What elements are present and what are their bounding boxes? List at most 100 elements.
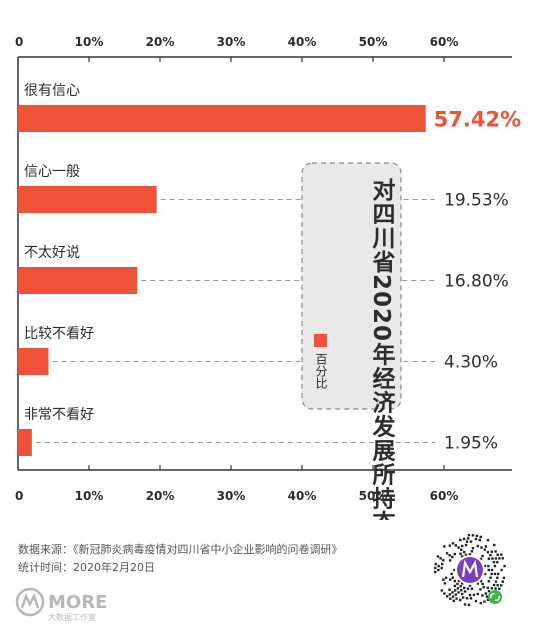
qr-dot: [501, 557, 504, 560]
qr-dot: [453, 579, 456, 583]
x-tick-label-bottom: 30%: [217, 489, 246, 503]
qr-dot: [481, 594, 484, 597]
x-tick-label-top: 10%: [75, 35, 104, 49]
qr-dot: [490, 568, 494, 572]
stat-time: 统计时间：2020年2月20日: [18, 561, 155, 574]
qr-dot: [482, 586, 485, 589]
qr-dot: [467, 534, 471, 537]
data-source: 数据来源：《新冠肺炎病毒疫情对四川省中小企业影响的问卷调研》: [18, 543, 343, 556]
qr-dot: [479, 535, 482, 539]
qr-dot: [483, 600, 486, 603]
qr-dot: [449, 597, 452, 600]
qr-dot: [453, 589, 457, 592]
qr-dot: [454, 593, 457, 596]
qr-dot: [476, 582, 479, 585]
qr-dot: [471, 546, 475, 550]
qr-dot: [496, 553, 499, 556]
qr-dot: [443, 545, 446, 548]
qr-dot: [486, 598, 490, 602]
x-tick-label-top: 30%: [217, 35, 246, 49]
qr-dot: [502, 576, 506, 580]
qr-dot: [489, 576, 492, 579]
qr-dot: [484, 592, 488, 595]
qr-dot: [494, 580, 498, 583]
qr-dot: [439, 557, 442, 560]
qr-dot: [465, 540, 469, 543]
qr-dot: [491, 557, 494, 560]
qr-dot: [496, 572, 500, 576]
qr-dot: [470, 587, 474, 590]
qr-dot: [448, 553, 451, 557]
qr-dot: [487, 568, 490, 572]
qr-dot: [451, 555, 454, 559]
qr-dot: [478, 538, 481, 542]
qr-dot: [486, 550, 490, 554]
qr-dot: [501, 580, 504, 583]
qr-dot: [475, 534, 479, 538]
qr-dot: [436, 555, 440, 558]
bar: [18, 429, 32, 456]
qr-dot: [485, 595, 489, 598]
x-tick-label-bottom: 40%: [288, 489, 317, 503]
qr-dot: [480, 546, 483, 549]
qr-dot: [434, 566, 437, 570]
qr-dot: [492, 583, 496, 587]
x-tick-label-top: 60%: [430, 35, 459, 49]
qr-dot: [490, 572, 493, 576]
qr-dot: [498, 557, 501, 560]
qr-dot: [448, 544, 452, 547]
qr-dot: [498, 587, 501, 591]
qr-dot: [467, 603, 471, 606]
bottom-axis-ticks: 0 10% 20% 30% 40% 50% 60%: [15, 465, 458, 503]
qr-dot: [487, 557, 491, 560]
qr-dot: [487, 564, 490, 568]
value-label: 16.80%: [444, 272, 509, 292]
qr-dot: [448, 588, 451, 591]
qr-dot: [453, 552, 456, 556]
qr-dot: [493, 564, 497, 568]
x-tick-label-top: 50%: [359, 35, 388, 49]
qr-code-icon: [432, 532, 508, 608]
qr-dot: [494, 557, 498, 560]
qr-dot: [460, 548, 463, 551]
x-tick-label-bottom: 0: [15, 489, 23, 503]
x-tick-label-bottom: 20%: [146, 489, 175, 503]
qr-dot: [466, 537, 470, 540]
qr-dot: [466, 587, 470, 590]
qr-dot: [448, 593, 452, 596]
qr-dot: [461, 544, 464, 548]
qr-dot: [451, 591, 454, 594]
qr-dot: [476, 544, 479, 548]
qr-dot: [487, 589, 491, 593]
qr-dot: [451, 595, 455, 598]
qr-dot: [503, 564, 506, 568]
qr-dot: [450, 572, 453, 576]
qr-dot: [469, 597, 473, 600]
x-tick-label-top: 40%: [288, 35, 317, 49]
category-label: 非常不看好: [24, 407, 94, 423]
qr-dot: [463, 590, 467, 593]
qr-dot: [465, 597, 469, 600]
qr-dot: [479, 557, 483, 561]
qr-dot: [493, 572, 497, 576]
qr-dot: [448, 559, 452, 562]
qr-dot: [457, 546, 460, 549]
value-label: 1.95%: [444, 434, 498, 454]
qr-dot: [492, 561, 496, 564]
qr-dot: [483, 572, 487, 576]
qr-dot: [460, 589, 463, 592]
qr-dot: [479, 579, 483, 583]
chart-title: 对四川省2020年经济发展所持态度: [368, 178, 397, 520]
qr-dot: [481, 582, 484, 586]
title-box: 对四川省2020年经济发展所持态度 百分比: [301, 162, 402, 520]
x-tick-label-top: 20%: [146, 35, 175, 49]
qr-dot: [461, 582, 464, 585]
qr-dot: [479, 601, 482, 605]
top-axis-ticks: 0 10% 20% 30% 40% 50% 60%: [15, 35, 458, 62]
qr-dot: [469, 540, 473, 543]
bars-group: 很有信心 57.42% 信心一般 19.53% 不太好说 16.80% 比较不看好 4.30%…: [18, 83, 521, 456]
qr-dot: [468, 594, 472, 597]
qr-dot: [462, 586, 466, 590]
qr-dot: [459, 538, 462, 542]
qr-dot: [443, 592, 446, 595]
